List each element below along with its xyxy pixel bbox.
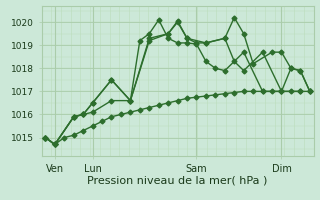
X-axis label: Pression niveau de la mer( hPa ): Pression niveau de la mer( hPa ) [87,175,268,185]
